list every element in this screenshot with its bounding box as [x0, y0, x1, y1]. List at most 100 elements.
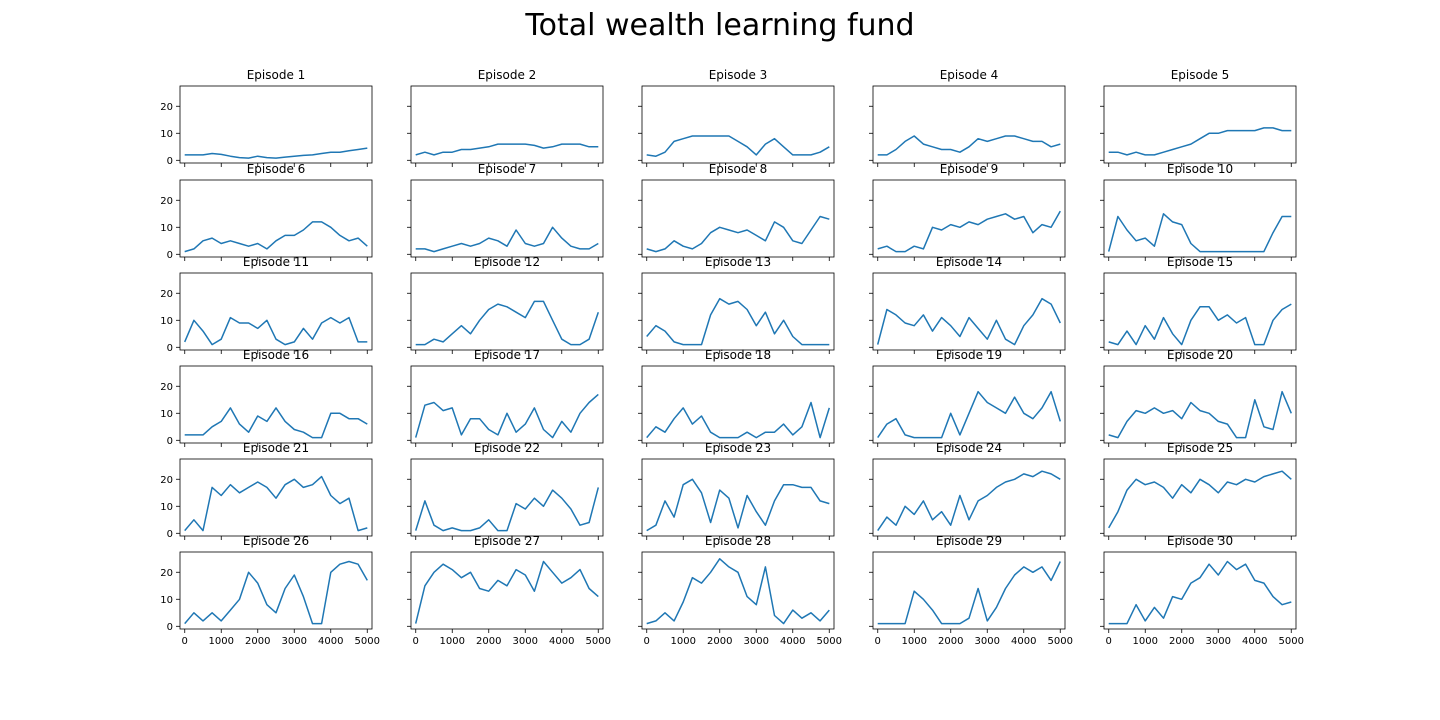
axes-frame — [641, 179, 835, 258]
axes-frame — [1103, 85, 1297, 164]
y-tick-label: 20 — [160, 196, 173, 207]
series-line-episode-3 — [646, 135, 830, 157]
axes-frame — [179, 179, 373, 258]
subplot-episode-25: Episode 25 — [1100, 441, 1297, 540]
y-tick-label: 0 — [167, 622, 173, 633]
subplot-episode-10: Episode 10 — [1100, 162, 1297, 261]
subplot-title: Episode 13 — [705, 255, 771, 269]
axes-frame — [872, 85, 1066, 164]
subplot-title: Episode 16 — [243, 348, 309, 362]
series-line-episode-18 — [646, 401, 831, 439]
x-tick-label: 0 — [182, 636, 188, 647]
subplot-title: Episode 24 — [936, 441, 1002, 455]
y-tick-label: 10 — [160, 223, 173, 234]
subplot-title: Episode 17 — [474, 348, 540, 362]
subplot-episode-29: Episode 29 0 1000 2000 3000 4000 5000 — [869, 534, 1073, 647]
y-tick-label: 0 — [167, 343, 173, 354]
subplot-episode-2: Episode 2 — [407, 68, 604, 167]
subplot-episode-3: Episode 3 — [638, 68, 835, 167]
subplot-title: Episode 4 — [940, 68, 999, 82]
y-tick-label: 0 — [167, 436, 173, 447]
y-tick-label: 10 — [160, 409, 173, 420]
figure-title: Total wealth learning fund — [525, 8, 915, 43]
subplot-episode-17: Episode 17 — [407, 348, 604, 447]
y-tick-label: 0 — [167, 156, 173, 167]
x-tick-label: 3000 — [1206, 636, 1231, 647]
x-tick-label: 1000 — [902, 636, 927, 647]
subplot-episode-19: Episode 19 — [869, 348, 1066, 447]
subplot-title: Episode 23 — [705, 441, 771, 455]
x-tick-label: 2000 — [1169, 636, 1194, 647]
subplot-title: Episode 7 — [478, 162, 537, 176]
y-tick-label: 20 — [160, 568, 173, 579]
subplot-episode-23: Episode 23 — [638, 441, 835, 540]
subplot-title: Episode 5 — [1171, 68, 1230, 82]
axes-frame — [410, 272, 604, 351]
series-line-episode-23 — [646, 478, 830, 532]
subplot-title: Episode 9 — [940, 162, 999, 176]
x-tick-label: 1000 — [671, 636, 696, 647]
subplot-title: Episode 26 — [243, 534, 309, 548]
subplot-title: Episode 6 — [247, 162, 306, 176]
subplot-title: Episode 27 — [474, 534, 540, 548]
subplot-title: Episode 28 — [705, 534, 771, 548]
subplot-title: Episode 20 — [1167, 348, 1233, 362]
subplot-title: Episode 19 — [936, 348, 1002, 362]
x-tick-label: 3000 — [282, 636, 307, 647]
subplot-episode-20: Episode 20 — [1100, 348, 1297, 447]
series-line-episode-28 — [646, 558, 830, 625]
axes-frame — [1103, 179, 1297, 258]
x-tick-label: 0 — [875, 636, 881, 647]
subplot-title: Episode 15 — [1167, 255, 1233, 269]
series-line-episode-4 — [877, 135, 1061, 156]
series-line-episode-14 — [876, 297, 1061, 346]
series-line-episode-26 — [184, 560, 368, 625]
subplot-episode-26: Episode 26 0 1000 2000 3000 4000 5000 0 10 20 — [160, 534, 380, 647]
series-line-episode-5 — [1108, 127, 1292, 156]
subplot-episode-12: Episode 12 — [407, 255, 604, 354]
subplot-title: Episode 25 — [1167, 441, 1233, 455]
x-tick-label: 4000 — [318, 636, 343, 647]
x-tick-label: 3000 — [513, 636, 538, 647]
x-tick-label: 3000 — [975, 636, 1000, 647]
y-tick-label: 10 — [160, 129, 173, 140]
axes-frame — [1103, 551, 1297, 630]
x-tick-label: 4000 — [780, 636, 805, 647]
subplot-episode-18: Episode 18 — [638, 348, 835, 447]
axes-frame — [410, 551, 604, 630]
subplot-episode-5: Episode 5 — [1100, 68, 1297, 167]
series-line-episode-6 — [184, 221, 368, 253]
series-line-episode-15 — [1108, 303, 1292, 346]
subplot-episode-11: Episode 11 0 10 20 — [160, 255, 373, 354]
axes-frame — [179, 551, 373, 630]
x-tick-label: 0 — [1106, 636, 1112, 647]
axes-frame — [872, 179, 1066, 258]
y-tick-label: 10 — [160, 595, 173, 606]
axes-frame — [410, 85, 604, 164]
x-tick-label: 4000 — [549, 636, 574, 647]
subplot-title: Episode 10 — [1167, 162, 1233, 176]
subplot-episode-24: Episode 24 — [869, 441, 1066, 540]
axes-frame — [410, 458, 604, 537]
series-line-episode-29 — [877, 561, 1061, 625]
axes-frame — [179, 272, 373, 351]
subplot-title: Episode 18 — [705, 348, 771, 362]
x-tick-label: 5000 — [1279, 636, 1304, 647]
x-tick-label: 5000 — [586, 636, 611, 647]
subplot-title: Episode 3 — [709, 68, 768, 82]
subplot-title: Episode 1 — [247, 68, 306, 82]
x-tick-label: 1000 — [209, 636, 234, 647]
axes-frame — [1103, 272, 1297, 351]
axes-frame — [641, 458, 835, 537]
x-tick-label: 1000 — [1133, 636, 1158, 647]
subplot-episode-21: Episode 21 0 10 20 — [160, 441, 373, 540]
series-line-episode-20 — [1108, 390, 1292, 439]
axes-frame — [872, 272, 1066, 351]
axes-frame — [179, 85, 373, 164]
subplot-episode-14: Episode 14 — [869, 255, 1066, 354]
x-tick-label: 2000 — [476, 636, 501, 647]
subplot-episode-9: Episode 9 — [869, 162, 1066, 261]
y-tick-label: 20 — [160, 289, 173, 300]
subplot-episode-30: Episode 30 0 1000 2000 3000 4000 5000 — [1100, 534, 1304, 647]
